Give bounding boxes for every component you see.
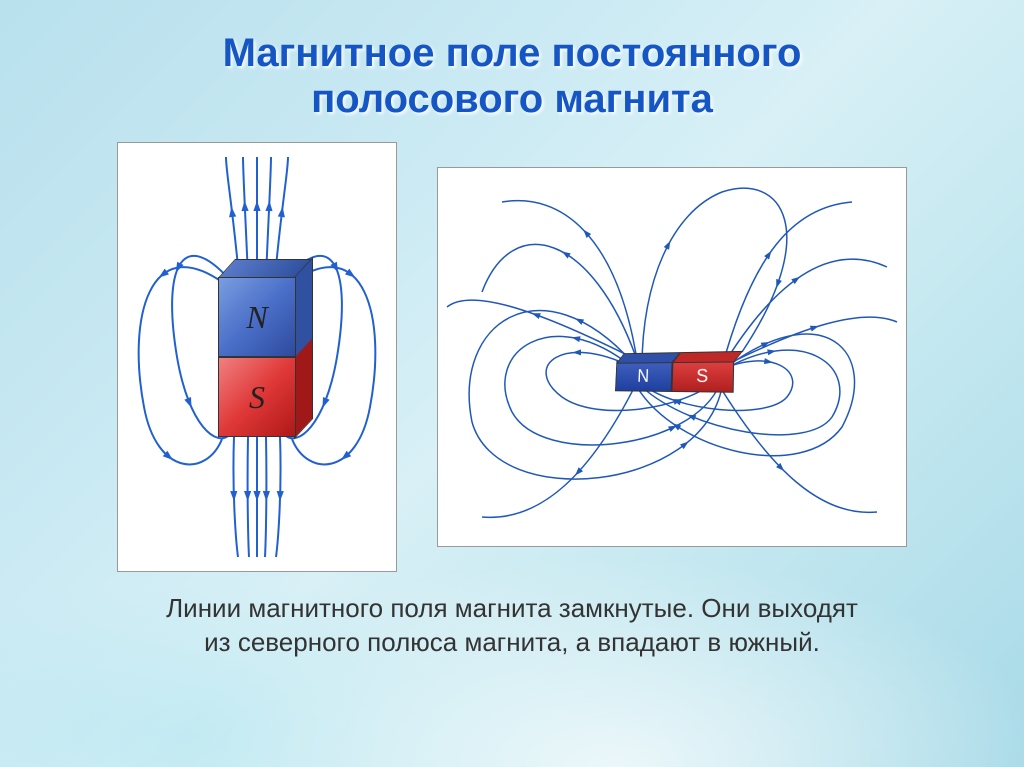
- south-pole-h: S: [671, 359, 734, 392]
- slide-caption: Линии магнитного поля магнита замкнутые.…: [0, 592, 1024, 660]
- diagram-row: N S N S: [0, 142, 1024, 572]
- vertical-bar-magnet: N S: [218, 277, 296, 437]
- north-label-h: N: [637, 365, 650, 385]
- right-diagram-panel: N S: [437, 167, 907, 547]
- south-label-h: S: [696, 365, 709, 386]
- south-label: S: [249, 379, 265, 416]
- horizontal-magnet-diagram: N S: [442, 172, 902, 542]
- title-line-1: Магнитное поле постоянного: [223, 31, 802, 75]
- south-pole: S: [218, 357, 296, 437]
- slide-title: Магнитное поле постоянного полосового ма…: [0, 0, 1024, 122]
- horizontal-bar-magnet: N S: [610, 360, 734, 392]
- caption-line-2: из северного полюса магнита, а впадают в…: [204, 627, 820, 657]
- north-pole-h: N: [615, 360, 672, 392]
- north-pole: N: [218, 277, 296, 357]
- caption-line-1: Линии магнитного поля магнита замкнутые.…: [166, 593, 858, 623]
- title-line-2: полосового магнита: [311, 77, 713, 121]
- left-diagram-panel: N S: [117, 142, 397, 572]
- vertical-magnet-diagram: N S: [122, 147, 392, 567]
- north-label: N: [246, 299, 267, 336]
